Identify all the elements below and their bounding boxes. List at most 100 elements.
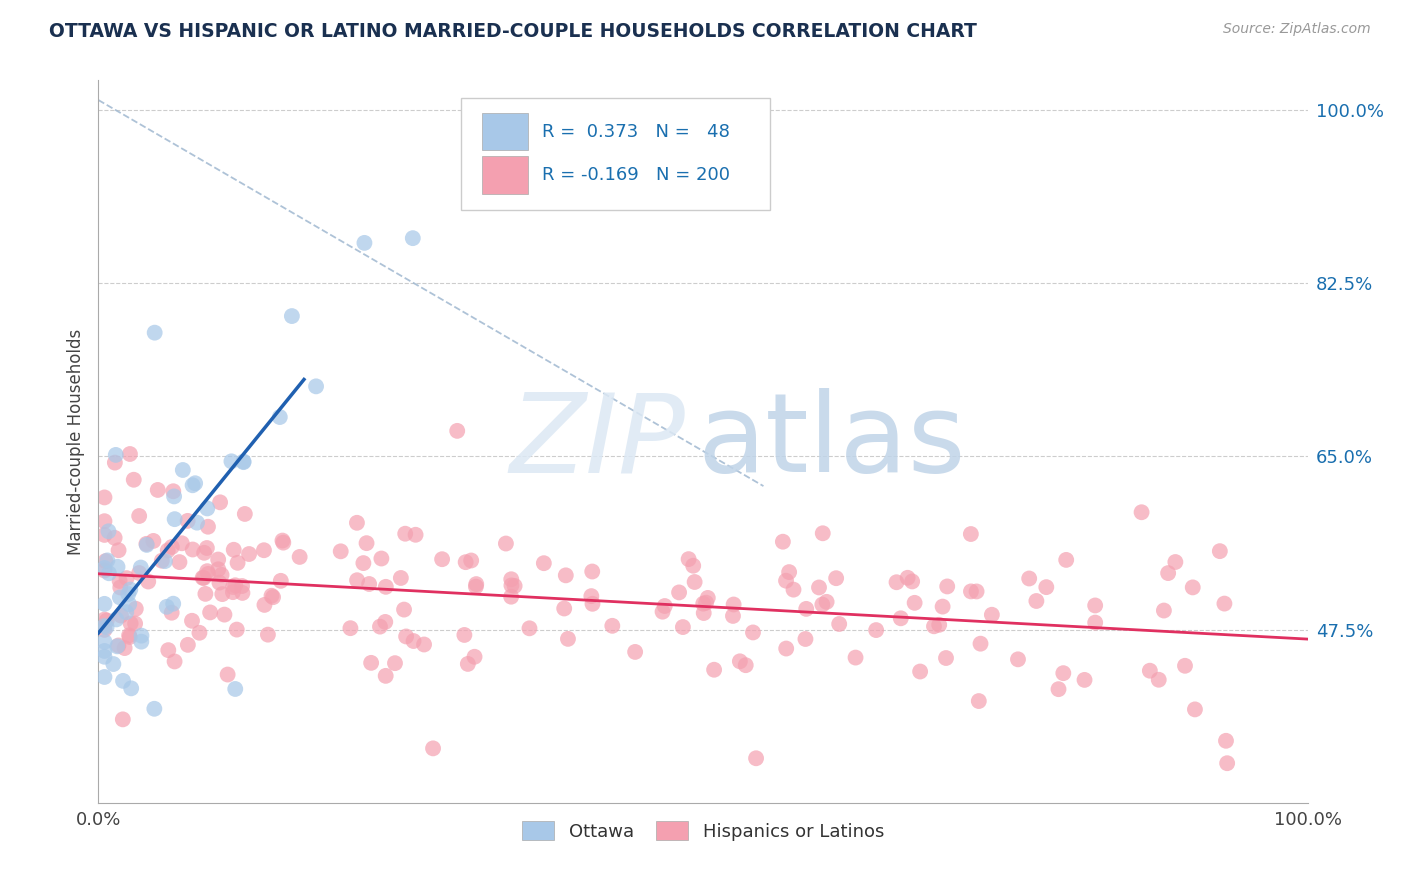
Hispanics or Latinos (191, 571, 214, 585)
Hispanics or Latinos (865, 623, 887, 637)
Hispanics or Latinos (581, 597, 603, 611)
Ottawa (186, 516, 208, 530)
Hispanics or Latinos (678, 552, 700, 566)
Hispanics or Latinos (110, 608, 132, 623)
Hispanics or Latinos (128, 508, 150, 523)
Hispanics or Latinos (553, 601, 575, 615)
Hispanics or Latinos (156, 543, 179, 558)
Hispanics or Latinos (503, 579, 526, 593)
Hispanics or Latinos (360, 656, 382, 670)
Hispanics or Latinos (122, 473, 145, 487)
Ottawa (103, 657, 125, 671)
Hispanics or Latinos (501, 578, 523, 592)
Ottawa (232, 455, 254, 469)
Hispanics or Latinos (384, 656, 406, 670)
Hispanics or Latinos (772, 534, 794, 549)
Hispanics or Latinos (967, 694, 990, 708)
Hispanics or Latinos (395, 630, 418, 644)
Hispanics or Latinos (430, 552, 453, 566)
Bar (482, 156, 527, 194)
Hispanics or Latinos (392, 602, 415, 616)
Hispanics or Latinos (1025, 594, 1047, 608)
Hispanics or Latinos (581, 565, 603, 579)
Hispanics or Latinos (217, 667, 239, 681)
Ottawa (105, 640, 128, 654)
Hispanics or Latinos (728, 654, 751, 668)
Hispanics or Latinos (778, 565, 800, 579)
Ottawa (281, 309, 304, 323)
Text: R =  0.373   N =   48: R = 0.373 N = 48 (543, 122, 730, 141)
Ottawa (107, 559, 129, 574)
Hispanics or Latinos (150, 554, 173, 568)
Hispanics or Latinos (501, 590, 523, 604)
Hispanics or Latinos (368, 619, 391, 633)
Hispanics or Latinos (928, 617, 950, 632)
Hispanics or Latinos (169, 555, 191, 569)
Hispanics or Latinos (136, 574, 159, 589)
Hispanics or Latinos (115, 571, 138, 585)
Ottawa (162, 597, 184, 611)
Hispanics or Latinos (197, 519, 219, 533)
Hispanics or Latinos (359, 577, 381, 591)
Ottawa (112, 673, 135, 688)
Hispanics or Latinos (844, 650, 866, 665)
Hispanics or Latinos (128, 566, 150, 580)
Hispanics or Latinos (922, 619, 945, 633)
Hispanics or Latinos (271, 533, 294, 548)
Hispanics or Latinos (1035, 580, 1057, 594)
Ottawa (105, 612, 128, 626)
Ottawa (96, 620, 118, 634)
Hispanics or Latinos (886, 575, 908, 590)
Hispanics or Latinos (231, 586, 253, 600)
Hispanics or Latinos (897, 571, 920, 585)
Hispanics or Latinos (374, 580, 396, 594)
Hispanics or Latinos (931, 599, 953, 614)
Hispanics or Latinos (104, 456, 127, 470)
Hispanics or Latinos (501, 572, 523, 586)
Ottawa (131, 634, 153, 648)
Ottawa (305, 379, 328, 393)
Hispanics or Latinos (110, 581, 132, 595)
Hispanics or Latinos (389, 571, 412, 585)
Hispanics or Latinos (935, 651, 957, 665)
Hispanics or Latinos (222, 580, 245, 594)
Hispanics or Latinos (723, 598, 745, 612)
Hispanics or Latinos (1084, 599, 1107, 613)
Hispanics or Latinos (825, 571, 848, 585)
Hispanics or Latinos (1147, 673, 1170, 687)
Hispanics or Latinos (1153, 603, 1175, 617)
Hispanics or Latinos (222, 542, 245, 557)
Hispanics or Latinos (356, 536, 378, 550)
Hispanics or Latinos (1139, 664, 1161, 678)
Hispanics or Latinos (162, 484, 184, 499)
Hispanics or Latinos (114, 641, 136, 656)
Hispanics or Latinos (1157, 566, 1180, 580)
Hispanics or Latinos (120, 616, 142, 631)
Ottawa (153, 554, 176, 568)
Hispanics or Latinos (581, 589, 603, 603)
Hispanics or Latinos (966, 584, 988, 599)
Hispanics or Latinos (693, 606, 716, 620)
Hispanics or Latinos (124, 616, 146, 631)
Hispanics or Latinos (346, 573, 368, 587)
Hispanics or Latinos (936, 579, 959, 593)
Hispanics or Latinos (346, 516, 368, 530)
Hispanics or Latinos (374, 615, 396, 629)
Hispanics or Latinos (1054, 553, 1077, 567)
Hispanics or Latinos (464, 649, 486, 664)
Hispanics or Latinos (370, 551, 392, 566)
Hispanics or Latinos (696, 591, 718, 605)
Hispanics or Latinos (352, 556, 374, 570)
Hispanics or Latinos (197, 566, 219, 581)
Hispanics or Latinos (464, 580, 486, 594)
Hispanics or Latinos (104, 531, 127, 545)
Hispanics or Latinos (668, 585, 690, 599)
Hispanics or Latinos (460, 553, 482, 567)
Hispanics or Latinos (135, 537, 157, 551)
Hispanics or Latinos (207, 562, 229, 576)
Hispanics or Latinos (1164, 555, 1187, 569)
Hispanics or Latinos (1215, 733, 1237, 747)
Hispanics or Latinos (446, 424, 468, 438)
Hispanics or Latinos (118, 628, 141, 642)
Ottawa (97, 566, 120, 581)
